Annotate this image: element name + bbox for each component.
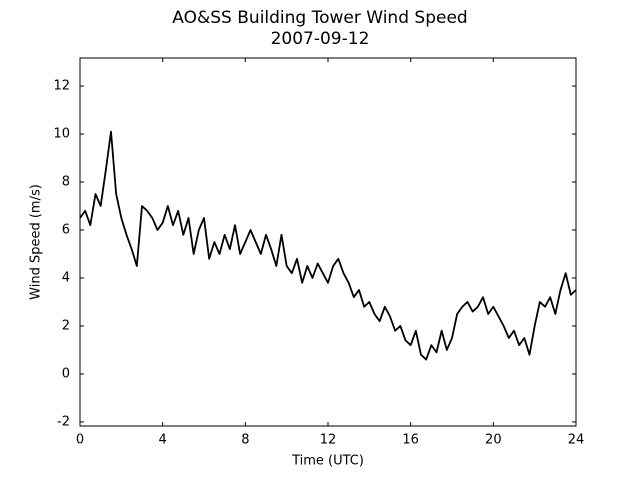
chart-subtitle: 2007-09-12 bbox=[271, 29, 370, 49]
y-tick-label: 2 bbox=[62, 318, 70, 333]
x-tick-label: 24 bbox=[568, 433, 585, 448]
x-tick-label: 12 bbox=[320, 433, 337, 448]
plot-frame bbox=[79, 57, 577, 427]
x-tick-label: 0 bbox=[76, 433, 84, 448]
x-tick-label: 8 bbox=[241, 433, 249, 448]
y-tick-label: 0 bbox=[62, 366, 70, 381]
x-tick-label: 20 bbox=[485, 433, 502, 448]
y-tick-label: 4 bbox=[62, 270, 70, 285]
y-tick-label: -2 bbox=[57, 414, 70, 429]
chart-title: AO&SS Building Tower Wind Speed bbox=[172, 8, 467, 28]
data-line bbox=[79, 130, 577, 361]
x-axis-label: Time (UTC) bbox=[291, 454, 364, 469]
y-tick-label: 12 bbox=[53, 79, 70, 94]
x-tick-label: 16 bbox=[402, 433, 419, 448]
y-tick-label: 6 bbox=[62, 223, 70, 238]
y-tick-label: 10 bbox=[53, 127, 70, 142]
x-tick-label: 4 bbox=[159, 433, 167, 448]
y-axis-label: Wind Speed (m/s) bbox=[29, 184, 44, 300]
y-tick-label: 8 bbox=[62, 175, 70, 190]
